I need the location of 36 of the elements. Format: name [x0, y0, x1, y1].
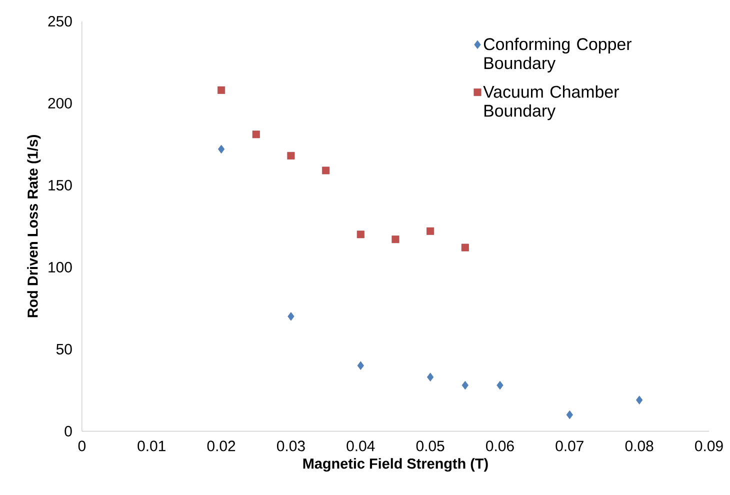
point — [252, 130, 260, 138]
point — [462, 380, 468, 390]
point — [426, 227, 434, 235]
point — [461, 244, 469, 252]
point — [356, 230, 364, 238]
point — [322, 166, 330, 174]
x-tick-label: 0.04 — [346, 440, 375, 452]
point — [566, 410, 573, 420]
point — [357, 361, 364, 370]
y-tick-label: 200 — [48, 98, 72, 109]
x-tick-label: 0 — [78, 440, 86, 452]
x-tick-label: 0.03 — [277, 440, 305, 452]
point — [392, 236, 400, 244]
x-tick-label: 0.02 — [207, 440, 236, 452]
legend-label: Conforming Copper Boundary — [484, 38, 632, 72]
point — [218, 86, 226, 94]
y-tick-label: 150 — [48, 180, 72, 191]
point — [427, 372, 434, 382]
x-tick-label: 0.05 — [416, 440, 444, 452]
x-tick-label: 0.01 — [138, 440, 166, 452]
y-tick-label: 250 — [48, 16, 72, 27]
point — [288, 312, 294, 321]
x-tick-label: 0.06 — [486, 440, 514, 452]
point — [496, 380, 504, 390]
x-tick-label: 0.07 — [556, 440, 584, 452]
x-tick-label: 0.09 — [695, 440, 723, 452]
point — [287, 152, 295, 160]
x-tick-label: 0.08 — [625, 440, 654, 452]
y-tick-label: 50 — [56, 344, 72, 354]
point — [636, 396, 643, 404]
y-axis-title: Rod Driven Loss Rate (1/s) — [27, 135, 41, 318]
y-tick-label: 0 — [64, 426, 72, 436]
legend-label: Vacuum Chamber Boundary — [483, 85, 619, 120]
x-axis-title: Magnetic Field Strength (T) — [303, 458, 488, 472]
point — [218, 144, 225, 154]
y-tick-label: 100 — [48, 262, 72, 273]
